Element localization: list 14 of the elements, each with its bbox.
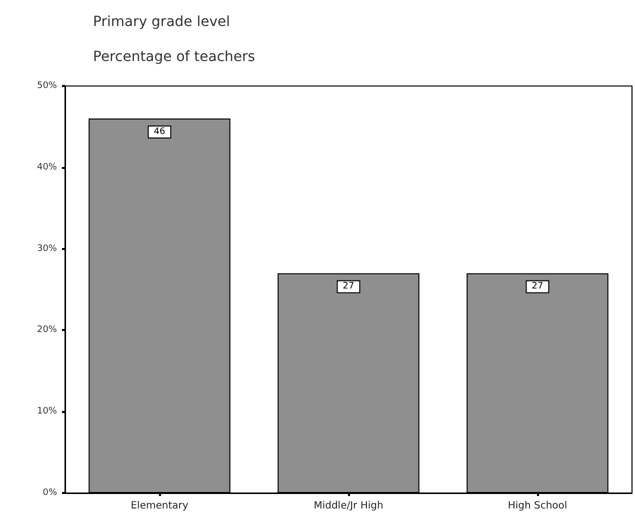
x-tick-label: Middle/Jr High [314, 500, 384, 512]
data-label: 27 [342, 282, 354, 292]
y-tick-label: 10% [36, 406, 58, 417]
y-tick-label: 40% [36, 162, 58, 172]
y-tick-label: 30% [36, 244, 58, 254]
chart-title: Primary grade level [93, 14, 230, 30]
x-tick-label: Elementary [130, 500, 188, 512]
data-label: 27 [532, 282, 544, 292]
y-tick-label: 50% [36, 81, 58, 91]
y-axis-title: Percentage of teachers [93, 49, 256, 65]
x-tick-label: High School [508, 500, 568, 512]
y-tick-label: 0% [42, 488, 58, 498]
data-label: 46 [154, 127, 166, 138]
y-tick-label: 20% [36, 325, 58, 336]
